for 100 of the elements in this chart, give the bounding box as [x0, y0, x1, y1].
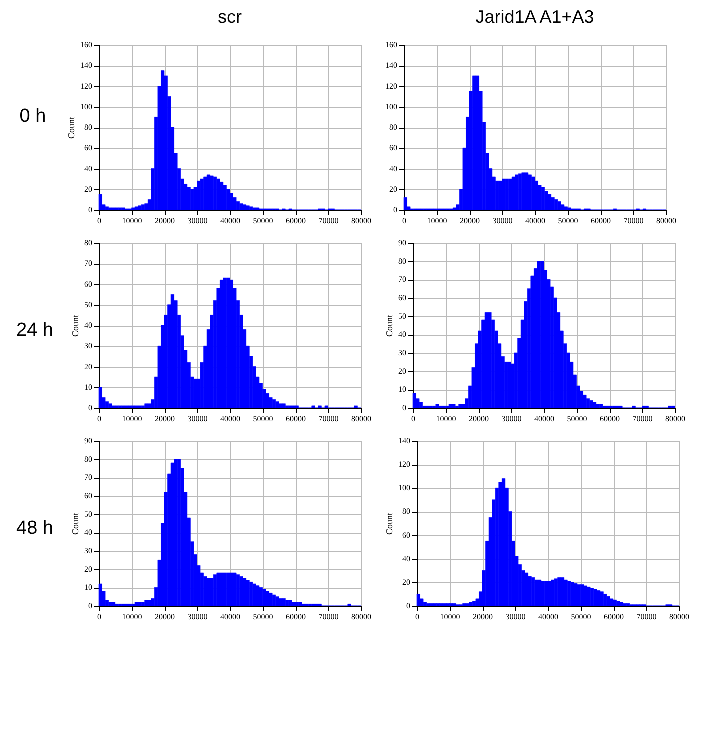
x-tick-label: 20000	[460, 216, 480, 226]
x-tick-label: 40000	[526, 216, 546, 226]
x-tick-label: 50000	[253, 612, 274, 622]
x-tick-label: 50000	[567, 414, 588, 424]
y-tick-label: 30	[84, 342, 92, 351]
x-tick-label: 30000	[506, 612, 526, 622]
x-tick-label: 80000	[352, 414, 372, 424]
x-tick-label: 40000	[220, 414, 240, 424]
y-tick-label: 120	[386, 82, 398, 91]
y-tick-label: 10	[398, 385, 406, 394]
x-tick-label: 20000	[155, 414, 175, 424]
y-tick-label: 40	[398, 330, 406, 340]
y-tick-label: 70	[84, 259, 92, 268]
y-tick-label: 160	[80, 40, 92, 50]
x-tick-label: 0	[98, 612, 102, 622]
y-axis-title: Count	[384, 512, 394, 536]
y-tick-label: 20	[398, 366, 406, 376]
y-tick-label: 20	[84, 362, 92, 372]
y-tick-label: 50	[84, 510, 92, 519]
x-tick-label: 40000	[220, 612, 240, 622]
x-tick-label: 60000	[591, 216, 611, 226]
y-tick-label: 80	[402, 507, 410, 516]
x-tick-label: 80000	[666, 414, 686, 424]
text: 24 h	[16, 320, 54, 342]
y-tick-label: 40	[84, 164, 92, 174]
text: 48 h	[16, 518, 54, 540]
y-tick-label: 60	[84, 492, 92, 500]
y-tick-label: 140	[80, 61, 92, 70]
y-tick-label: 0	[88, 206, 92, 214]
y-tick-label: 40	[402, 554, 410, 564]
y-tick-label: 80	[390, 123, 398, 132]
y-tick-label: 40	[84, 321, 92, 330]
y-tick-label: 70	[398, 275, 406, 284]
x-tick-label: 20000	[473, 612, 493, 622]
y-tick-label: 60	[84, 280, 92, 289]
y-tick-label: 20	[402, 578, 410, 587]
x-tick-label: 80000	[670, 612, 690, 622]
y-tick-label: 100	[398, 484, 410, 493]
x-tick-label: 60000	[286, 414, 306, 424]
chart-title: Jarid1A A1+A3	[476, 7, 594, 27]
y-tick-label: 40	[84, 528, 92, 538]
x-tick-label: 30000	[188, 414, 208, 424]
x-tick-label: 10000	[122, 414, 142, 424]
x-tick-label: 60000	[604, 612, 624, 622]
x-tick-label: 0	[98, 414, 102, 424]
x-tick-label: 10000	[436, 414, 456, 424]
y-tick-label: 120	[398, 460, 410, 470]
x-tick-label: 10000	[427, 216, 448, 226]
y-tick-label: 60	[84, 144, 92, 153]
x-tick-label: 10000	[440, 612, 460, 622]
x-tick-label: 20000	[469, 414, 489, 424]
x-tick-label: 40000	[538, 612, 558, 622]
y-tick-label: 120	[80, 82, 92, 91]
x-tick-label: 80000	[352, 216, 372, 226]
y-tick-label: 80	[84, 123, 92, 132]
y-tick-label: 0	[406, 602, 410, 610]
y-tick-label: 50	[398, 312, 406, 321]
x-tick-label: 70000	[632, 414, 653, 424]
chart-title: scr	[218, 7, 242, 27]
text: 0 h	[18, 106, 48, 128]
y-tick-label: 140	[386, 61, 398, 70]
x-tick-label: 70000	[636, 612, 657, 622]
x-tick-label: 30000	[188, 612, 208, 622]
y-tick-label: 30	[398, 348, 406, 358]
x-tick-label: 50000	[253, 414, 274, 424]
y-tick-label: 80	[398, 256, 406, 266]
x-tick-label: 30000	[492, 216, 513, 226]
x-tick-label: 20000	[155, 216, 175, 226]
y-tick-label: 20	[84, 564, 92, 574]
y-tick-label: 20	[84, 184, 92, 194]
y-tick-label: 90	[398, 238, 406, 248]
x-tick-label: 0	[98, 216, 102, 226]
y-tick-label: 80	[84, 238, 92, 248]
x-tick-label: 40000	[220, 216, 240, 226]
y-tick-label: 70	[84, 473, 92, 482]
y-tick-label: 60	[390, 144, 398, 153]
y-axis-title: Count	[70, 314, 80, 338]
x-tick-label: 60000	[286, 216, 306, 226]
x-tick-label: 30000	[502, 414, 522, 424]
y-axis-title: Count	[66, 116, 76, 140]
y-tick-label: 0	[88, 602, 92, 610]
x-tick-label: 70000	[624, 216, 644, 226]
x-tick-label: 10000	[122, 612, 142, 622]
x-tick-label: 50000	[571, 612, 592, 622]
x-tick-label: 70000	[318, 414, 339, 424]
x-tick-label: 0	[416, 612, 420, 622]
y-tick-label: 100	[80, 102, 92, 112]
x-tick-label: 60000	[286, 612, 306, 622]
x-tick-label: 60000	[600, 414, 620, 424]
y-axis-title: Count	[384, 314, 394, 338]
x-tick-label: 80000	[656, 216, 676, 226]
y-tick-label: 20	[390, 184, 398, 194]
y-tick-label: 0	[88, 404, 92, 412]
y-tick-label: 100	[386, 102, 398, 112]
y-tick-label: 50	[84, 300, 92, 310]
y-tick-label: 40	[390, 164, 398, 174]
y-tick-label: 140	[398, 436, 410, 446]
x-tick-label: 80000	[352, 612, 372, 622]
y-tick-label: 10	[84, 583, 92, 592]
x-tick-label: 70000	[318, 216, 339, 226]
